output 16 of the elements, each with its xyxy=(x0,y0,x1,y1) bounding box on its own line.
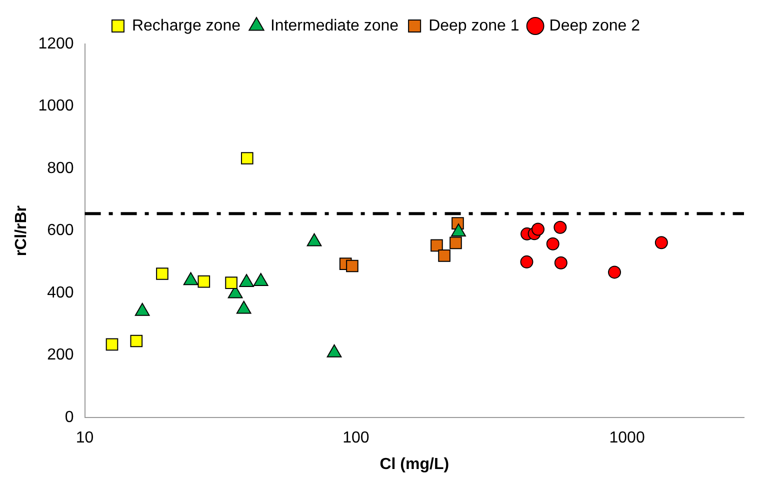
y-tick-label: 400 xyxy=(47,284,74,302)
legend-label: Intermediate zone xyxy=(270,17,399,34)
y-tick-label: 1000 xyxy=(38,98,74,115)
y-tick-label: 200 xyxy=(47,346,74,364)
y-tick-label: 0 xyxy=(64,409,74,426)
legend-label: Deep zone 1 xyxy=(428,17,520,34)
x-axis-title: Cl (mg/L) xyxy=(380,456,450,473)
legend-label: Recharge zone xyxy=(132,17,241,34)
x-tick-label: 10 xyxy=(76,430,94,447)
y-tick-label: 800 xyxy=(47,160,74,177)
y-tick-label: 1200 xyxy=(38,35,74,52)
legend-label: Deep zone 2 xyxy=(549,17,640,34)
x-tick-label: 100 xyxy=(342,430,370,447)
y-tick-label: 600 xyxy=(47,222,74,240)
x-tick-label: 1000 xyxy=(609,430,645,447)
y-axis-title: rCl/rBr xyxy=(13,205,30,256)
